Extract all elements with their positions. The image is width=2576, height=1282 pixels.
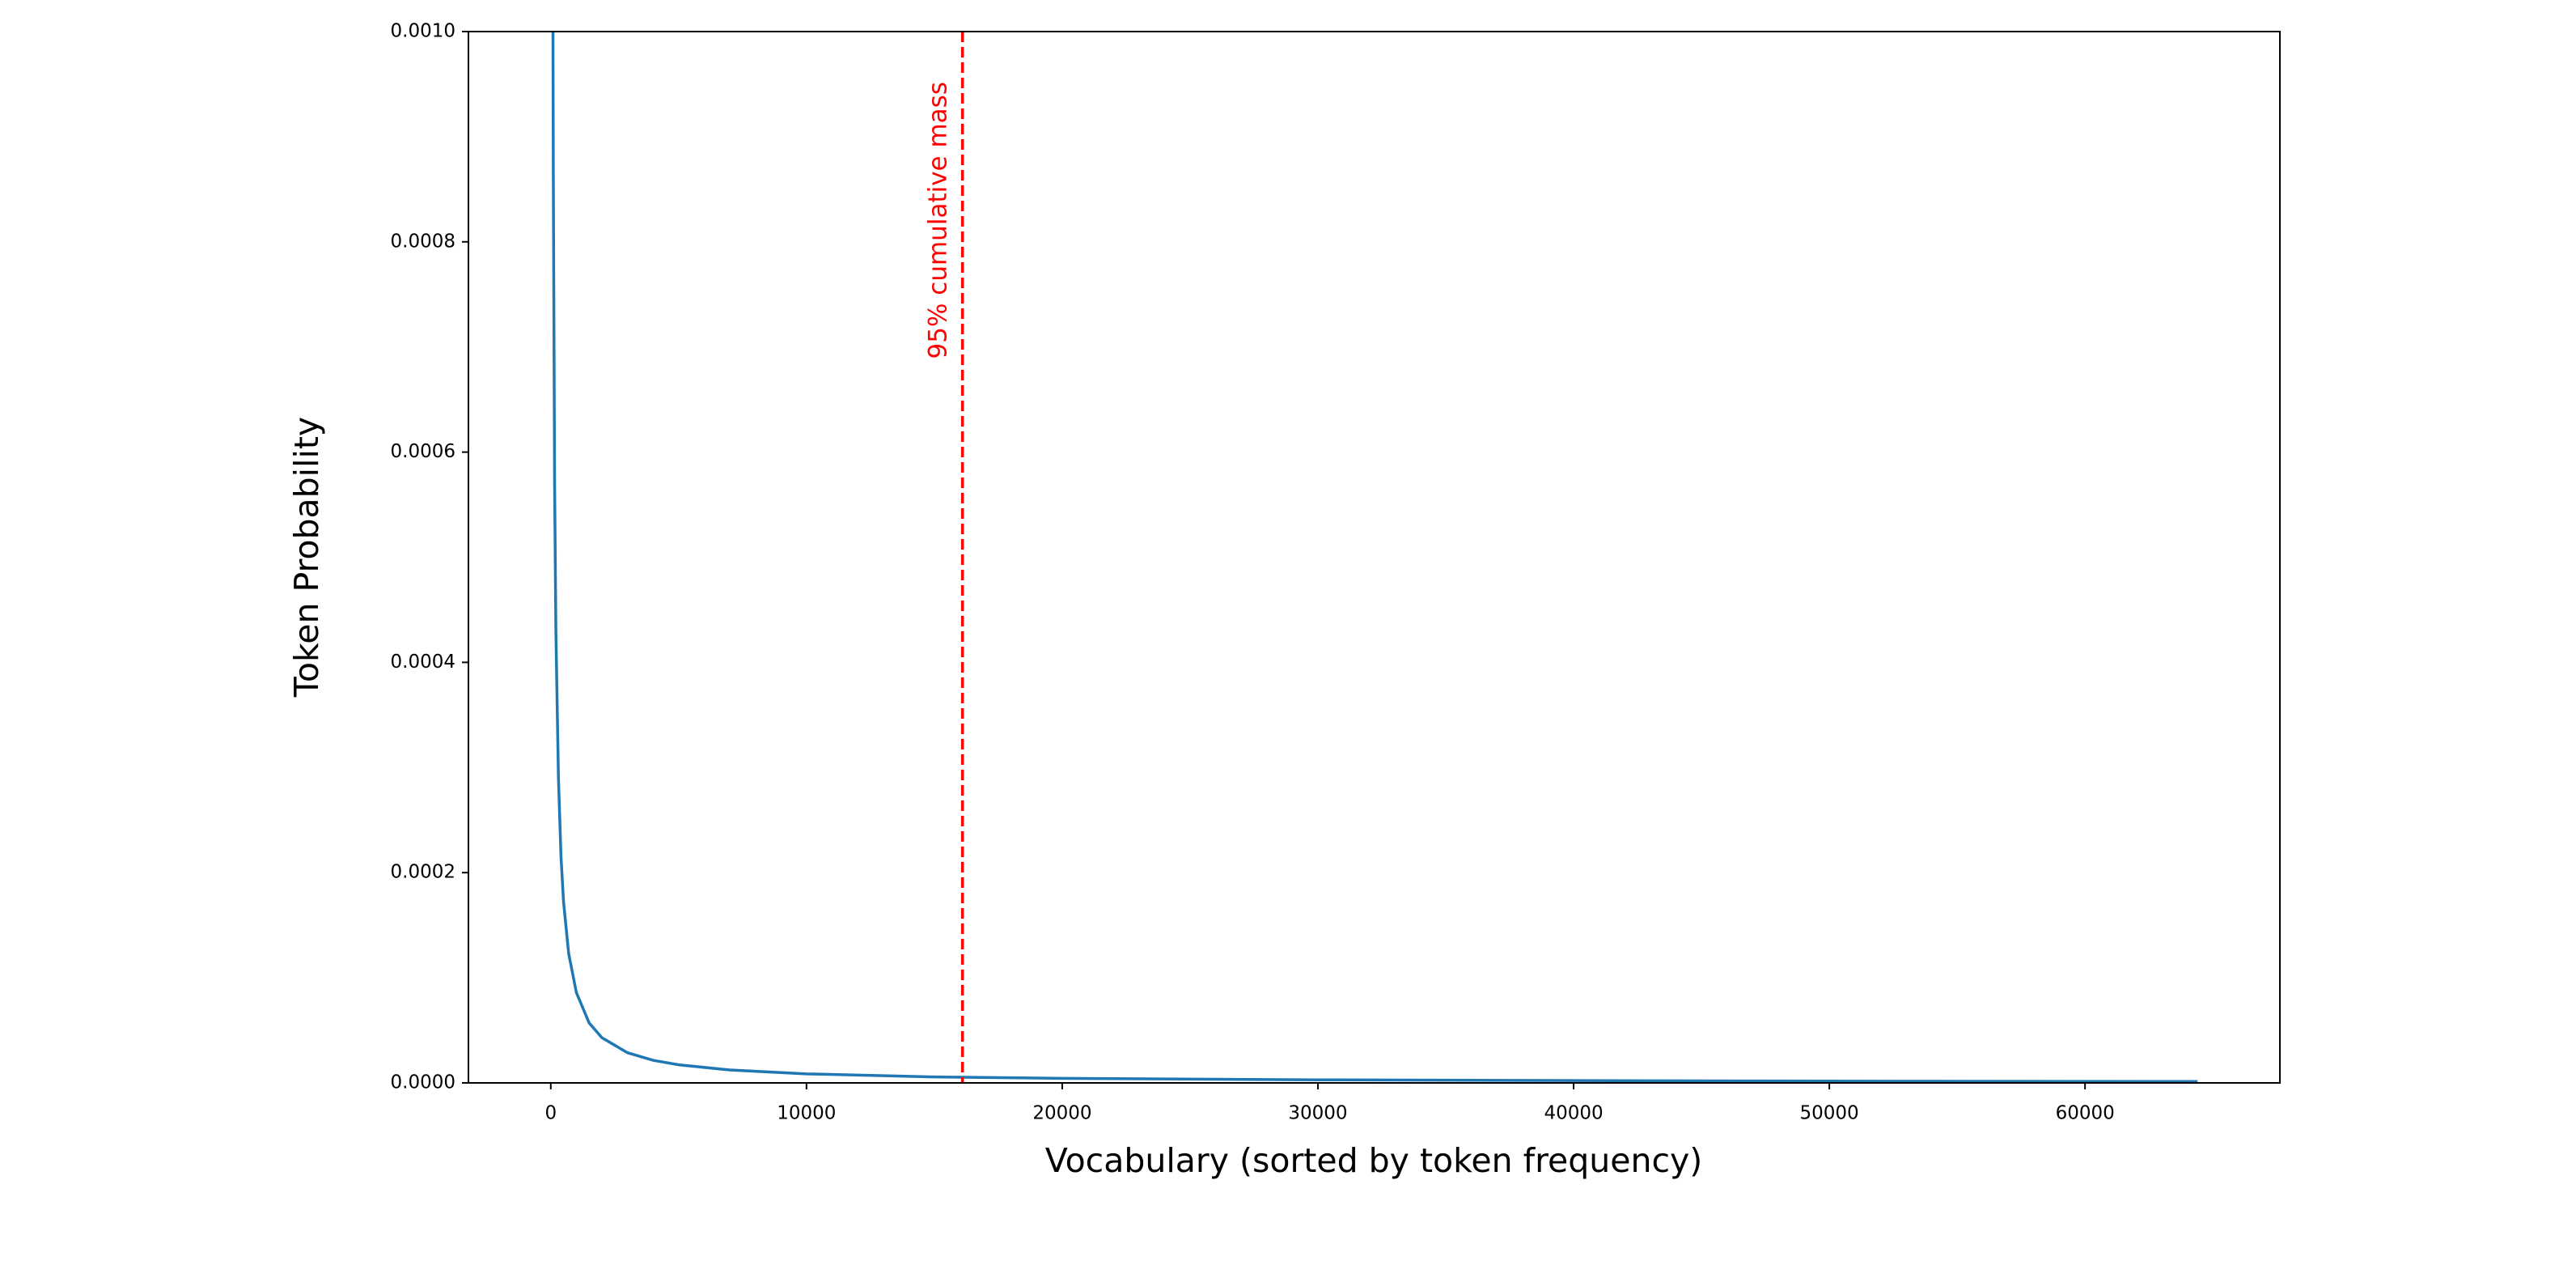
x-tick-label: 10000 xyxy=(777,1103,836,1124)
threshold-label: 95% cumulative mass xyxy=(924,82,953,359)
x-tick-label: 20000 xyxy=(1032,1103,1091,1124)
x-tick-label: 60000 xyxy=(2056,1103,2115,1124)
x-axis-label: Vocabulary (sorted by token frequency) xyxy=(1045,1141,1703,1180)
x-tick-label: 40000 xyxy=(1544,1103,1603,1124)
y-tick-label: 0.0000 xyxy=(391,1072,455,1093)
x-tick-label: 0 xyxy=(544,1103,557,1124)
y-tick-label: 0.0008 xyxy=(391,231,455,252)
y-tick-label: 0.0004 xyxy=(391,652,455,673)
y-axis-label: Token Probability xyxy=(287,417,326,698)
x-tick-label: 30000 xyxy=(1288,1103,1347,1124)
y-tick-label: 0.0006 xyxy=(391,441,455,462)
x-tick-label: 50000 xyxy=(1800,1103,1859,1124)
data-line xyxy=(551,32,2198,1083)
axes-frame xyxy=(468,31,2281,1084)
y-tick-label: 0.0010 xyxy=(391,21,455,42)
y-tick-label: 0.0002 xyxy=(391,862,455,883)
plot-area xyxy=(551,32,2198,1083)
